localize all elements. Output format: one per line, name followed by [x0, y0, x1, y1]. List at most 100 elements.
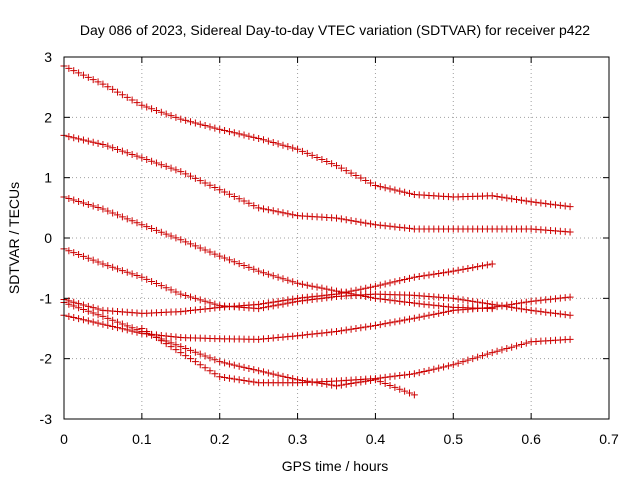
- data-point: [128, 96, 136, 104]
- data-point: [401, 275, 409, 283]
- data-point: [211, 183, 219, 191]
- data-point: [138, 154, 146, 162]
- data-point: [84, 201, 92, 209]
- data-point: [303, 281, 311, 289]
- data-point: [65, 64, 73, 72]
- data-point: [415, 300, 423, 308]
- data-point: [532, 307, 540, 315]
- x-tick-label: 0.6: [521, 431, 541, 447]
- data-point: [206, 367, 214, 375]
- data-point: [396, 297, 404, 305]
- data-point: [235, 130, 243, 138]
- data-point: [206, 304, 214, 312]
- data-point: [337, 289, 345, 297]
- data-point: [347, 325, 355, 333]
- data-point: [488, 303, 496, 311]
- data-point: [104, 321, 112, 329]
- data-point: [182, 292, 190, 300]
- data-point: [104, 207, 112, 215]
- x-tick-label: 0: [60, 431, 68, 447]
- data-point: [440, 269, 448, 277]
- data-point: [415, 272, 423, 280]
- data-point: [255, 204, 263, 212]
- data-point: [221, 188, 229, 196]
- data-point: [177, 236, 185, 244]
- data-point: [347, 217, 355, 225]
- data-point: [352, 217, 360, 225]
- data-point: [157, 337, 165, 345]
- data-point: [405, 224, 413, 232]
- data-point: [405, 299, 413, 307]
- data-point: [415, 313, 423, 321]
- data-point: [84, 254, 92, 262]
- data-point: [503, 301, 511, 309]
- data-point: [517, 299, 525, 307]
- data-point: [206, 248, 214, 256]
- data-point: [216, 358, 224, 366]
- data-point: [444, 362, 452, 370]
- data-point: [172, 166, 180, 174]
- data-point: [386, 279, 394, 287]
- data-point: [225, 374, 233, 382]
- data-point: [371, 375, 379, 383]
- data-point: [167, 232, 175, 240]
- data-point: [187, 355, 195, 363]
- data-point: [279, 372, 287, 380]
- data-point: [352, 325, 360, 332]
- data-point: [513, 196, 521, 204]
- data-point: [420, 300, 428, 308]
- data-point: [337, 327, 345, 335]
- grid: [64, 57, 609, 419]
- data-point: [367, 283, 375, 291]
- data-point: [206, 123, 214, 131]
- data-point: [94, 204, 102, 212]
- data-point: [333, 290, 340, 298]
- data-point: [70, 67, 78, 75]
- data-point: [75, 304, 83, 312]
- data-point: [162, 162, 170, 170]
- data-point: [250, 265, 258, 273]
- data-point: [177, 168, 185, 176]
- data-point: [367, 179, 375, 187]
- data-point: [65, 194, 73, 202]
- data-point: [430, 365, 438, 373]
- data-point: [459, 296, 467, 304]
- data-point: [99, 320, 107, 328]
- data-point: [221, 127, 229, 135]
- data-point: [216, 252, 224, 260]
- data-point: [532, 198, 540, 206]
- data-point: [401, 387, 409, 395]
- data-point: [308, 293, 316, 301]
- data-point: [250, 133, 258, 141]
- data-point: [298, 147, 306, 155]
- data-point: [357, 218, 365, 226]
- x-tick-label: 0.5: [444, 431, 464, 447]
- data-point: [269, 298, 277, 306]
- data-point: [196, 350, 204, 358]
- data-point: [138, 273, 146, 281]
- data-point: [250, 202, 258, 210]
- data-point: [313, 283, 321, 291]
- data-point: [240, 377, 248, 385]
- data-point: [333, 162, 340, 170]
- data-point: [357, 324, 365, 332]
- data-point: [221, 374, 229, 382]
- data-point: [240, 363, 248, 371]
- data-point: [274, 297, 282, 305]
- data-point: [294, 279, 302, 287]
- data-point: [152, 226, 160, 234]
- data-point: [449, 294, 457, 302]
- data-point: [230, 258, 238, 266]
- data-point: [381, 222, 389, 230]
- data-point: [182, 238, 190, 246]
- data-point: [191, 294, 199, 302]
- data-point: [566, 203, 574, 211]
- data-point: [143, 223, 151, 231]
- data-point: [488, 349, 496, 357]
- data-point: [551, 295, 559, 303]
- data-point: [143, 103, 151, 111]
- data-point: [114, 318, 122, 326]
- data-point: [235, 195, 243, 203]
- data-point: [152, 106, 160, 114]
- data-point: [182, 344, 190, 352]
